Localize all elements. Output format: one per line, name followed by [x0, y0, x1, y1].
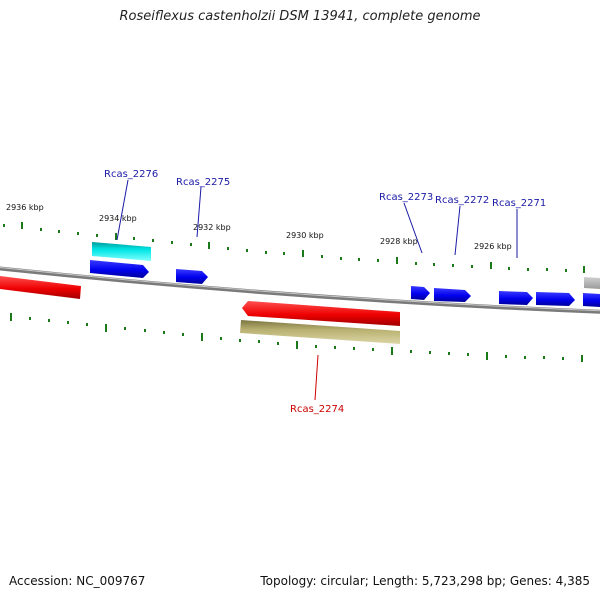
tick-label: 2934 kbp	[99, 214, 137, 223]
gene-rcas-2271[interactable]	[499, 291, 533, 305]
gene-reverse-left[interactable]	[0, 276, 81, 299]
highlight-feature	[92, 242, 151, 261]
gene-grey-edge	[584, 277, 600, 289]
gene-label-rcas-2272: Rcas_2272	[435, 195, 489, 206]
gene-label-rcas-2274: Rcas_2274	[290, 404, 344, 415]
outer-tick-ring	[3, 222, 585, 273]
tick-label: 2936 kbp	[6, 203, 44, 212]
gene-rcas-2276[interactable]	[90, 260, 149, 278]
tick-label: 2932 kbp	[193, 223, 231, 232]
gene-rcas-2275[interactable]	[176, 269, 208, 284]
gene-rcas-2273[interactable]	[411, 286, 430, 300]
page-title: Roseiflexus castenholzii DSM 13941, comp…	[119, 9, 481, 24]
gene-forward[interactable]	[536, 292, 575, 306]
accession-text: Accession: NC_009767	[9, 574, 146, 588]
gene-forward-edge[interactable]	[583, 293, 600, 307]
genome-backbone	[0, 266, 600, 314]
tick-label: 2926 kbp	[474, 242, 512, 251]
gene-rcas-2274[interactable]	[242, 301, 400, 326]
feature-band	[240, 320, 400, 344]
gene-label-rcas-2271: Rcas_2271	[492, 198, 546, 209]
gene-label-rcas-2273: Rcas_2273	[379, 192, 433, 203]
label-leaders	[116, 179, 518, 401]
gene-label-rcas-2276: Rcas_2276	[104, 169, 158, 180]
inner-tick-ring	[10, 313, 583, 362]
tick-label: 2930 kbp	[286, 231, 324, 240]
tick-label: 2928 kbp	[380, 237, 418, 246]
gene-label-rcas-2275: Rcas_2275	[176, 177, 230, 188]
genome-stats-text: Topology: circular; Length: 5,723,298 bp…	[260, 574, 590, 588]
gene-rcas-2272[interactable]	[434, 288, 471, 302]
genome-backbone-highlight	[0, 267, 600, 312]
